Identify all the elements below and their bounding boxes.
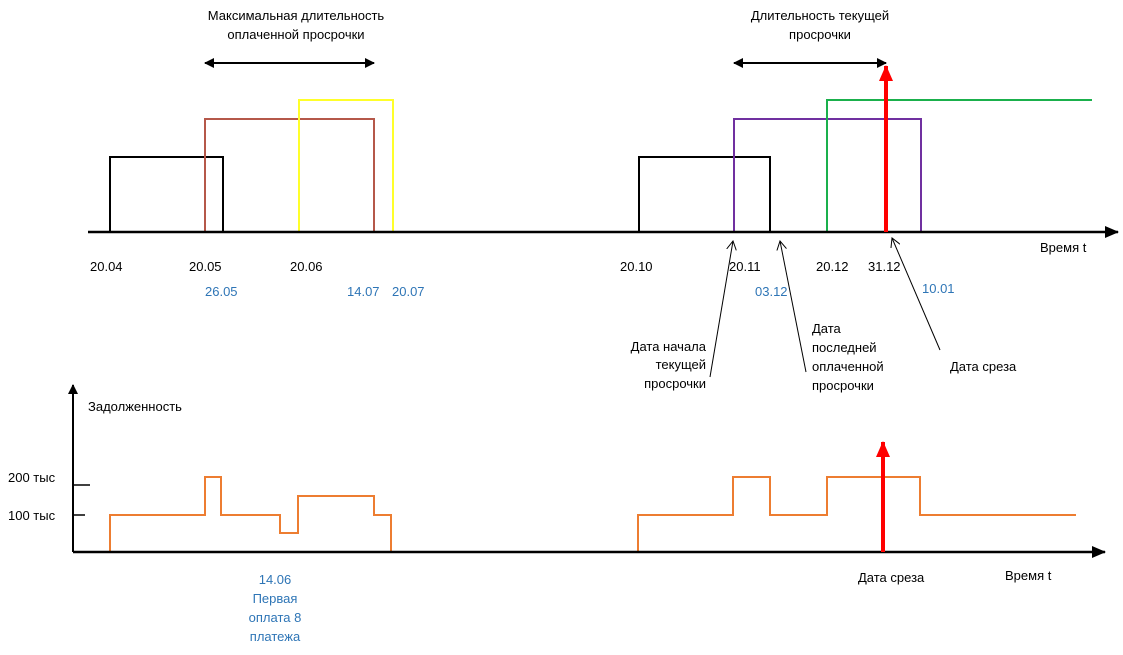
date-20-04: 20.04 xyxy=(90,259,123,274)
header-max-paid-overdue-line2: оплаченной просрочки xyxy=(227,27,364,42)
callout-current-start-line3: просрочки xyxy=(644,376,706,391)
header-max-paid-overdue-line1: Максимальная длительность xyxy=(208,8,385,23)
date-20-10: 20.10 xyxy=(620,259,653,274)
bottom-axis-label: Время t xyxy=(1005,568,1052,583)
debt-step-line-1 xyxy=(109,476,392,552)
date-10-01: 10.01 xyxy=(922,281,955,296)
date-26-05: 26.05 xyxy=(205,284,238,299)
interval-black-1 xyxy=(109,156,224,232)
date-20-05: 20.05 xyxy=(189,259,222,274)
bottom-y-label: Задолженность xyxy=(88,399,182,414)
date-20-12: 20.12 xyxy=(816,259,849,274)
note-first-payment-line3: оплата 8 xyxy=(249,610,302,625)
ytick-200-label: 200 тыс xyxy=(8,470,56,485)
callout-last-paid-line3: оплаченной xyxy=(812,359,884,374)
interval-green-open xyxy=(826,99,1092,232)
pointer-current-start xyxy=(709,241,733,378)
pointer-last-paid xyxy=(780,241,807,373)
date-03-12: 03.12 xyxy=(755,284,788,299)
callout-current-start-line2: текущей xyxy=(656,357,706,372)
interval-black-2 xyxy=(638,156,771,232)
interval-brown xyxy=(204,118,375,232)
date-20-07: 20.07 xyxy=(392,284,425,299)
callout-last-paid-line4: просрочки xyxy=(812,378,874,393)
interval-yellow xyxy=(298,99,394,232)
date-20-06: 20.06 xyxy=(290,259,323,274)
pointer-cutoff xyxy=(892,238,941,351)
date-20-11: 20.11 xyxy=(729,259,761,274)
callout-last-paid-line1: Дата xyxy=(812,321,842,336)
date-14-07: 14.07 xyxy=(347,284,380,299)
header-current-overdue-line2: просрочки xyxy=(789,27,851,42)
bottom-debt-chart: Задолженность 200 тыс 100 тыс Дата среза… xyxy=(8,384,1106,644)
callout-cutoff: Дата среза xyxy=(950,359,1017,374)
header-current-overdue-line1: Длительность текущей xyxy=(751,8,889,23)
note-first-payment-line1: 14.06 xyxy=(259,572,292,587)
top-axis-label: Время t xyxy=(1040,240,1087,255)
debt-step-line-2 xyxy=(637,476,1076,552)
note-first-payment-line4: платежа xyxy=(250,629,301,644)
date-31-12: 31.12 xyxy=(868,259,901,274)
callout-last-paid-line2: последней xyxy=(812,340,877,355)
callout-current-start-line1: Дата начала xyxy=(631,339,707,354)
bottom-cutoff-label: Дата среза xyxy=(858,570,925,585)
ytick-100-label: 100 тыс xyxy=(8,508,56,523)
note-first-payment-line2: Первая xyxy=(253,591,298,606)
top-timeline-chart: Максимальная длительность оплаченной про… xyxy=(88,8,1119,393)
